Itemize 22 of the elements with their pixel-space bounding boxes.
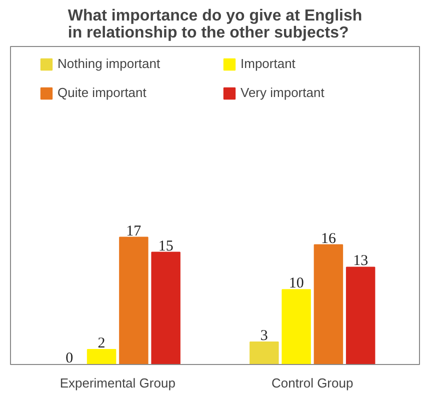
bar [314, 244, 344, 364]
data-label: 0 [66, 350, 74, 366]
data-label: 17 [126, 223, 142, 240]
bar [119, 236, 148, 364]
data-label: 3 [260, 328, 268, 344]
x-tick-label: Control Group [272, 376, 354, 390]
bar [86, 349, 116, 364]
bar [346, 266, 376, 364]
bar [151, 252, 180, 364]
data-label: 2 [98, 336, 106, 352]
chart-title: What importance do yo give at English in relationship to the other subjects? [68, 8, 362, 42]
bar [250, 342, 279, 364]
data-label: 15 [158, 238, 174, 254]
data-label: 13 [353, 253, 368, 270]
bar [282, 289, 311, 364]
x-tick-label: Experimental Group [60, 376, 176, 390]
legend-label: Very important [240, 85, 326, 100]
data-label: 10 [288, 276, 304, 292]
data-label: 16 [320, 230, 336, 247]
legend-label: Nothing important [58, 56, 162, 71]
legend-label: Quite important [58, 85, 148, 100]
legend-label: Important [240, 56, 296, 71]
